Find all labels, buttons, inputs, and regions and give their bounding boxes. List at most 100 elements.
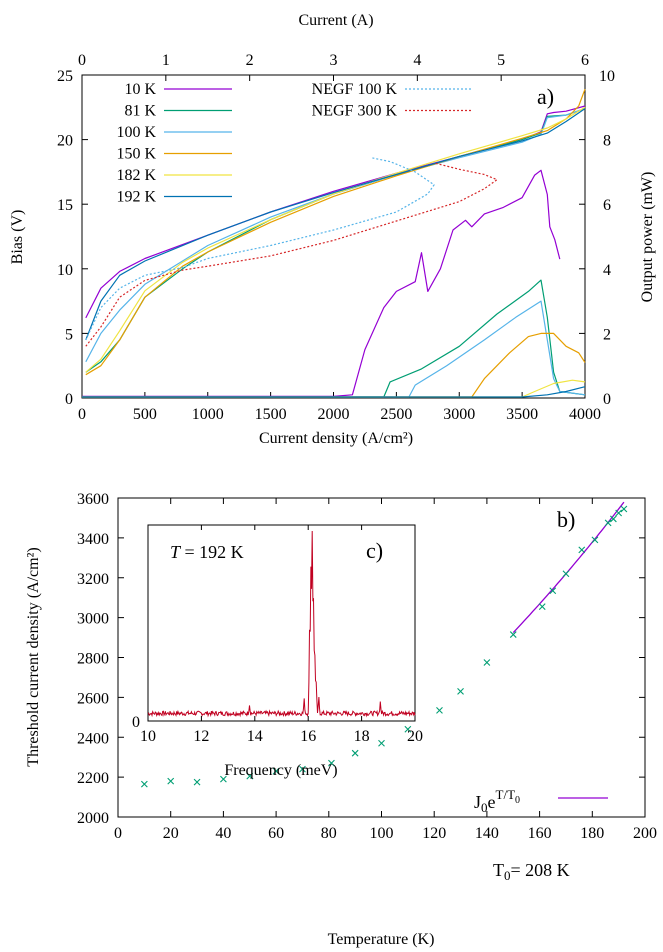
panel-a-x2-tick-label: 3 [330,52,338,69]
panel-a-y2-label: Output power (mW) [639,172,656,303]
panel-a-x-tick-label: 500 [133,406,157,423]
panel-a-y2-tick-label: 0 [603,391,611,408]
scatter-point [352,750,358,756]
panel-b-y-tick-label: 3600 [77,491,109,508]
series-power-81-k [82,280,585,397]
panel-b-x-tick-label: 140 [475,825,499,842]
scatter-point [458,688,464,694]
panel-a-x2-tick-label: 4 [413,52,421,69]
scatter-point [579,547,585,553]
scatter-point [484,659,490,665]
series-power-100-k [82,301,585,397]
scatter-point [168,778,174,784]
panel-c-x-tick-label: 14 [247,728,263,745]
fit-label-exp-sub: 0 [515,795,520,806]
panel-a-x2-tick-label: 0 [78,52,86,69]
panel-b-x-tick-label: 40 [215,825,231,842]
t0-label: T0= 208 K [493,860,570,883]
scatter-point [379,740,385,746]
panel-c-x-tick-label: 10 [140,728,156,745]
legend-label-negf-100-k: NEGF 100 K [312,81,398,98]
panel-c-tag: c) [366,538,383,563]
t0-label-t: T [493,860,504,880]
legend-label-182-k: 182 K [116,167,156,184]
fit-label-e: e [488,792,496,812]
panel-b-x-tick-label: 180 [580,825,604,842]
series-bias-150-k [86,89,585,375]
panel-a-x-tick-label: 3500 [506,406,538,423]
scatter-point [563,571,569,577]
panel-c-x-tick-label: 12 [193,728,209,745]
panel-b-x-tick-label: 60 [268,825,284,842]
panel-c-x-tick-label: 16 [300,728,316,745]
scatter-point [539,604,545,610]
panel-a-y2-tick-label: 6 [603,197,611,214]
panel-a-x-tick-label: 2500 [380,406,412,423]
panel-a-series [82,89,585,397]
panel-b-x-tick-label: 100 [370,825,394,842]
panel-a-legend: 10 K 81 K 100 K 150 K 182 K 192 K NEGF 100 K NE… [116,81,472,206]
panel-a-y2-ticks: 0246810 [579,68,615,408]
panel-a: Current (A) 0 500 1000 1500 2000 2500 3000 3500… [9,12,656,447]
legend-label-192-k: 192 K [116,189,156,206]
scatter-point [436,707,442,713]
panel-b-x-label: Temperature (K) [328,931,435,948]
panel-a-y-tick-label: 20 [57,133,73,150]
legend-label-150-k: 150 K [116,146,156,163]
legend-label-10-k: 10 K [124,81,156,98]
panel-b-y-tick-label: 2000 [77,810,109,827]
panel-a-x2-tick-label: 2 [246,52,254,69]
panel-c-annotation: T = 192 K [170,542,244,562]
panel-a-y-ticks: 0 5 10 15 20 25 [57,68,88,408]
panel-a-x-tick-label: 3000 [443,406,475,423]
panel-b-x-tick-label: 20 [163,825,179,842]
panel-b-x-tick-label: 80 [321,825,337,842]
panel-b-y-tick-label: 3400 [77,531,109,548]
panel-a-x-tick-label: 0 [78,406,86,423]
fit-label-j: J [474,792,481,812]
panel-b-y-tick-label: 3000 [77,611,109,628]
scatter-point [616,510,622,516]
panel-a-y-label: Bias (V) [9,210,26,265]
panel-a-x-tick-label: 1500 [255,406,287,423]
panel-a-y2-tick-label: 8 [603,133,611,150]
panel-c-annotation-var: T [170,542,182,562]
panel-a-y-tick-label: 5 [65,326,73,343]
panel-b-y-label: Threshold current density (A/cm²) [25,547,42,766]
panel-a-y-tick-label: 10 [57,262,73,279]
panel-a-x2-tick-label: 5 [497,52,505,69]
series-power-150-k [82,333,585,397]
panel-a-y2-tick-label: 10 [599,68,615,85]
legend-label-81-k: 81 K [124,103,156,120]
panel-b-x-tick-label: 200 [633,825,657,842]
panel-a-x2-label: Current (A) [298,12,373,29]
series-bias-10-k [86,106,585,318]
panel-b-x-tick-label: 160 [528,825,552,842]
panel-a-x2-tick-label: 1 [162,52,170,69]
scatter-point [621,506,627,512]
panel-b-y-tick-label: 2600 [77,690,109,707]
panel-b-y-tick-label: 3200 [77,571,109,588]
panel-a-x-label: Current density (A/cm²) [259,430,413,447]
panel-a-plot-frame [82,75,585,398]
scatter-point [592,537,598,543]
fit-label: J0eT/T0 [474,787,520,815]
legend-label-negf-300-k: NEGF 300 K [312,103,398,120]
series-bias-100-k [86,109,585,362]
panel-a-x-tick-label: 1000 [192,406,224,423]
panel-b-x-tick-label: 120 [422,825,446,842]
panel-a-y-tick-label: 15 [57,197,73,214]
panel-c-x-tick-label: 20 [407,728,423,745]
panel-c-annotation-value: = 192 K [185,542,244,562]
panel-c-x-tick-label: 18 [354,728,370,745]
panel-a-y-tick-label: 25 [57,68,73,85]
panel-a-y2-tick-label: 2 [603,326,611,343]
panel-c-x-label: Frequency (meV) [224,762,337,779]
panel-a-x-tick-label: 2000 [318,406,350,423]
panel-a-x-tick-label: 4000 [569,406,601,423]
scatter-point [141,781,147,787]
panel-b-y-tick-label: 2400 [77,730,109,747]
panel-b-y-tick-label: 2800 [77,651,109,668]
panel-b-y-tick-label: 2200 [77,770,109,787]
